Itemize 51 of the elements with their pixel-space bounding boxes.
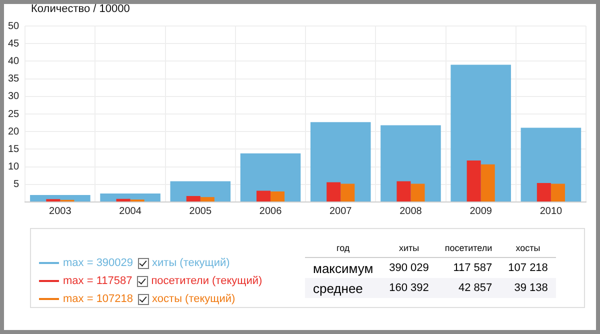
- text: максимум: [312, 260, 374, 278]
- text: хиты: [381, 239, 437, 258]
- x-tick-label: 2006: [259, 206, 282, 217]
- text: посетители (текущий): [151, 275, 262, 287]
- x-tick-label: 2010: [540, 206, 563, 217]
- x-tick-label: 2004: [119, 206, 142, 217]
- y-tick-label: 30: [8, 91, 20, 102]
- y-tick-label: 15: [8, 144, 20, 155]
- y-tick-label: 20: [8, 126, 20, 138]
- y-tick-label: 35: [8, 74, 20, 85]
- bar: [550, 184, 565, 202]
- y-tick-label: 5: [14, 179, 20, 190]
- bar: [116, 198, 130, 202]
- bar: [326, 182, 341, 202]
- bar: [340, 184, 355, 202]
- bar: [200, 197, 214, 202]
- x-tick-label: 2009: [470, 206, 492, 217]
- text: посетители: [436, 239, 500, 258]
- bar: [256, 190, 271, 202]
- text: среднее: [312, 280, 364, 298]
- text: max = 117587: [63, 275, 132, 287]
- text: 160 392: [388, 281, 430, 296]
- text: хосты: [500, 239, 556, 258]
- text: 39 138: [513, 281, 549, 296]
- x-tick-label: 2007: [329, 206, 352, 217]
- bar: [186, 196, 200, 202]
- y-tick-label: 50: [8, 20, 20, 32]
- bar: [536, 182, 551, 202]
- text: 390 029: [388, 261, 430, 276]
- bar: [466, 160, 481, 202]
- y-tick-label: 25: [8, 108, 20, 120]
- text: max = 107218: [63, 293, 134, 305]
- bar: [410, 184, 425, 202]
- x-tick-label: 2008: [400, 206, 422, 217]
- bar: [240, 153, 301, 202]
- text: хиты (текущий): [152, 257, 230, 269]
- bar: [270, 191, 285, 202]
- text: 117 587: [452, 261, 494, 276]
- text: 42 857: [458, 281, 494, 296]
- text: 107 218: [507, 261, 549, 276]
- bar: [396, 181, 411, 202]
- text: хосты (текущий): [152, 293, 236, 305]
- x-tick-label: 2005: [189, 206, 212, 217]
- x-tick-label: 2003: [49, 206, 72, 217]
- y-tick-label: 10: [8, 162, 20, 173]
- y-tick-label: 40: [8, 56, 20, 67]
- bar: [480, 164, 495, 202]
- y-axis-title: Количество / 10000: [31, 3, 130, 15]
- y-tick-label: 45: [8, 38, 20, 50]
- text: год: [305, 239, 382, 258]
- text: max = 390029: [63, 257, 134, 269]
